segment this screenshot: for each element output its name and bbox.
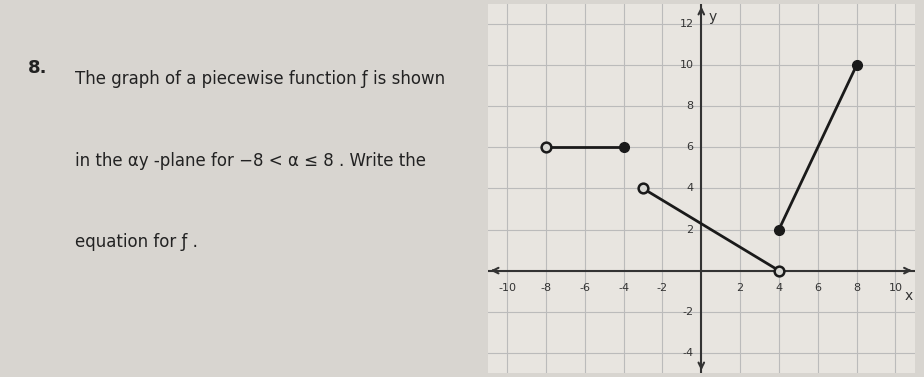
- Text: 4: 4: [775, 283, 783, 293]
- Text: 10: 10: [679, 60, 694, 70]
- Text: -4: -4: [683, 348, 694, 358]
- Text: 4: 4: [687, 184, 694, 193]
- Text: 6: 6: [814, 283, 821, 293]
- Text: 10: 10: [888, 283, 903, 293]
- Text: in the αy -plane for −8 < α ≤ 8 . Write the: in the αy -plane for −8 < α ≤ 8 . Write …: [75, 152, 426, 170]
- Text: -4: -4: [618, 283, 629, 293]
- Text: 8.: 8.: [28, 59, 47, 77]
- Text: The graph of a piecewise function ƒ is shown: The graph of a piecewise function ƒ is s…: [75, 70, 445, 88]
- Text: 12: 12: [679, 19, 694, 29]
- Text: y: y: [709, 10, 717, 24]
- Text: -6: -6: [579, 283, 590, 293]
- Text: -10: -10: [498, 283, 517, 293]
- Text: x: x: [905, 289, 913, 303]
- Text: -8: -8: [541, 283, 552, 293]
- Text: -2: -2: [683, 307, 694, 317]
- Text: 2: 2: [736, 283, 744, 293]
- Text: 8: 8: [853, 283, 860, 293]
- Text: equation for ƒ .: equation for ƒ .: [75, 233, 198, 251]
- Text: -2: -2: [657, 283, 668, 293]
- Text: 6: 6: [687, 143, 694, 152]
- Text: 8: 8: [687, 101, 694, 111]
- Text: 2: 2: [687, 225, 694, 234]
